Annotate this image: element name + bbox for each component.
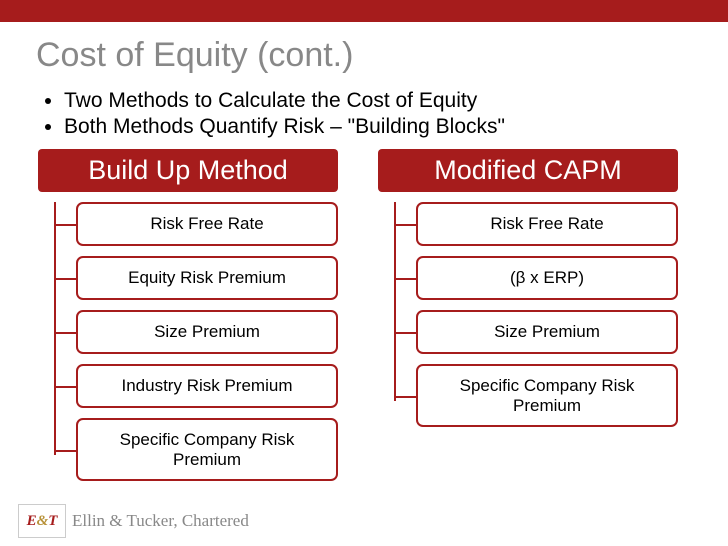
- item-row: Specific Company Risk Premium: [416, 364, 678, 427]
- connector-horizontal: [394, 224, 416, 226]
- connector-vertical: [54, 202, 56, 455]
- footer: E&T Ellin & Tucker, Chartered: [18, 504, 249, 538]
- footer-text: Ellin & Tucker, Chartered: [72, 511, 249, 531]
- connector-horizontal: [394, 278, 416, 280]
- column-items: Risk Free Rate (β x ERP) Size Premium Sp…: [378, 202, 678, 427]
- item-box: Specific Company Risk Premium: [416, 364, 678, 427]
- item-box: Specific Company Risk Premium: [76, 418, 338, 481]
- item-box: Risk Free Rate: [76, 202, 338, 246]
- page-title: Cost of Equity (cont.): [0, 22, 728, 85]
- connector-horizontal: [54, 386, 76, 388]
- column-header: Build Up Method: [38, 149, 338, 192]
- bullet-item: Two Methods to Calculate the Cost of Equ…: [64, 89, 728, 113]
- item-box: Size Premium: [416, 310, 678, 354]
- logo-letter-e: E: [27, 513, 37, 530]
- item-row: (β x ERP): [416, 256, 678, 300]
- bullet-item: Both Methods Quantify Risk – "Building B…: [64, 115, 728, 139]
- connector-horizontal: [394, 396, 416, 398]
- item-box: Industry Risk Premium: [76, 364, 338, 408]
- connector-horizontal: [54, 450, 76, 452]
- bullet-list: Two Methods to Calculate the Cost of Equ…: [0, 85, 728, 149]
- connector-vertical: [394, 202, 396, 401]
- top-accent-bar: [0, 0, 728, 22]
- logo-letter-t: T: [48, 513, 57, 530]
- connector-horizontal: [54, 278, 76, 280]
- item-row: Equity Risk Premium: [76, 256, 338, 300]
- connector-horizontal: [54, 224, 76, 226]
- item-box: (β x ERP): [416, 256, 678, 300]
- build-up-method-column: Build Up Method Risk Free Rate Equity Ri…: [38, 149, 338, 481]
- methods-columns: Build Up Method Risk Free Rate Equity Ri…: [0, 149, 728, 481]
- item-row: Specific Company Risk Premium: [76, 418, 338, 481]
- item-box: Equity Risk Premium: [76, 256, 338, 300]
- item-box: Risk Free Rate: [416, 202, 678, 246]
- item-row: Risk Free Rate: [76, 202, 338, 246]
- item-row: Industry Risk Premium: [76, 364, 338, 408]
- connector-horizontal: [394, 332, 416, 334]
- item-row: Size Premium: [416, 310, 678, 354]
- item-box: Size Premium: [76, 310, 338, 354]
- connector-horizontal: [54, 332, 76, 334]
- column-header: Modified CAPM: [378, 149, 678, 192]
- modified-capm-column: Modified CAPM Risk Free Rate (β x ERP) S…: [378, 149, 678, 481]
- item-row: Risk Free Rate: [416, 202, 678, 246]
- item-row: Size Premium: [76, 310, 338, 354]
- logo-icon: E&T: [18, 504, 66, 538]
- logo-ampersand: &: [37, 513, 49, 530]
- column-items: Risk Free Rate Equity Risk Premium Size …: [38, 202, 338, 481]
